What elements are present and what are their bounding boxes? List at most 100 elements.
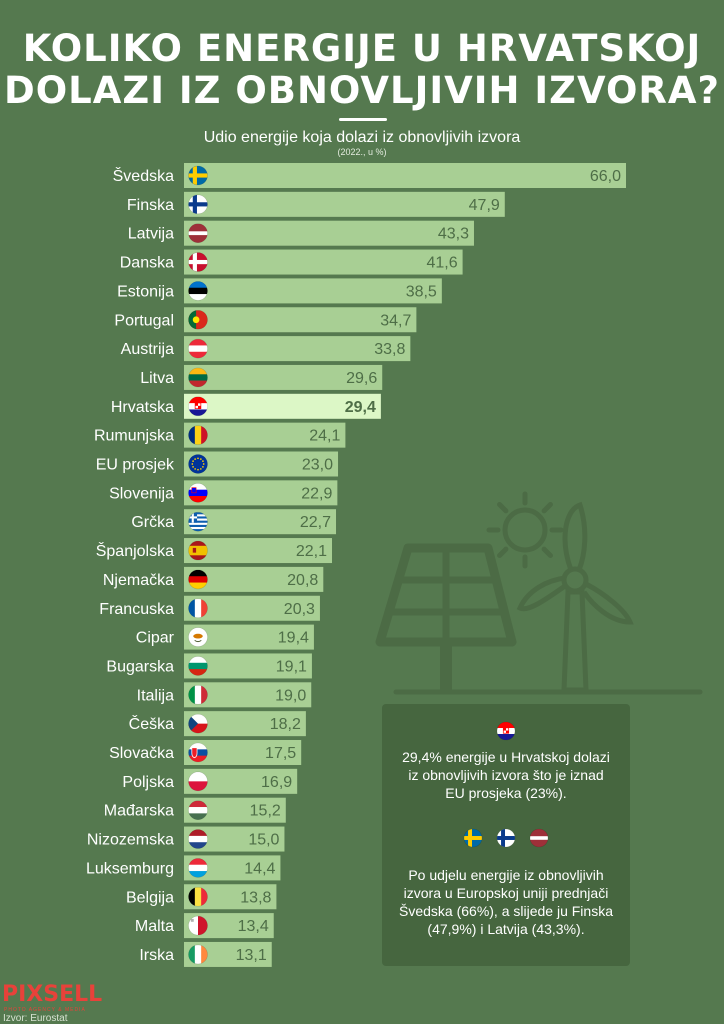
value-label: 19,4 [278, 630, 309, 647]
bar-row-23: Nizozemska 15,0 [87, 826, 285, 852]
flag-ireland-icon [188, 944, 208, 965]
renewable-energy-illustration [375, 491, 703, 695]
value-label: 29,4 [345, 399, 376, 416]
category-label: Slovenija [109, 485, 174, 502]
bar-row-22: Mađarska 15,2 [104, 797, 286, 823]
bar-row-16: Cipar 19,4 [136, 624, 314, 650]
bar-row-18: Italija 19,0 [137, 682, 312, 708]
flag-eu-icon [188, 454, 208, 474]
bar-row-17: Bugarska 19,1 [106, 653, 312, 679]
value-label: 20,8 [287, 572, 318, 589]
value-label: 13,1 [236, 947, 267, 964]
value-label: 23,0 [302, 457, 333, 474]
bar-row-15: Francuska 20,3 [99, 595, 320, 621]
flag-latvia-icon [529, 828, 549, 848]
bar-row-1: Finska 47,9 [127, 191, 505, 217]
value-label: 15,2 [250, 803, 281, 820]
flag-cyprus-icon [188, 627, 208, 647]
value-label: 15,0 [248, 832, 279, 849]
bar [184, 393, 381, 419]
value-label: 43,3 [438, 226, 469, 243]
category-label: Austrija [121, 341, 174, 358]
value-label: 66,0 [590, 168, 621, 185]
source-note: Izvor: Eurostat [3, 1013, 68, 1024]
bar [184, 163, 626, 188]
panel-text-croatia: 29,4% energije u Hrvatskoj dolazi iz obn… [402, 749, 610, 801]
bar [184, 451, 339, 477]
bar-row-14: Njemačka 20,8 [103, 566, 324, 592]
category-label: Italija [137, 687, 174, 704]
value-label: 24,1 [309, 428, 340, 445]
bar-row-8: Hrvatska 29,4 [111, 393, 381, 419]
value-label: 18,2 [270, 716, 301, 733]
flag-sweden-icon [188, 165, 208, 186]
bar [184, 278, 442, 304]
bar-row-20: Slovačka 17,5 [109, 740, 302, 765]
panel-bottom-flag-row [463, 828, 549, 848]
flag-spain-icon [188, 540, 208, 561]
flag-netherlands-icon [188, 829, 208, 849]
category-label: Bugarska [106, 658, 174, 675]
chart-subnote: (2022., u %) [337, 147, 387, 157]
category-label: Rumunjska [94, 428, 174, 445]
wind-turbine-icon [516, 501, 634, 693]
bar-series: Švedska 66,0 Finska 47,9 Latvija 43,3 Danska 41… [86, 163, 626, 967]
category-label: Litva [140, 370, 174, 387]
flag-latvia-icon [188, 223, 208, 243]
flag-croatia-icon [496, 721, 516, 741]
category-label: Belgija [126, 889, 174, 906]
bar-row-2: Latvija 43,3 [128, 220, 474, 246]
category-label: Portugal [114, 312, 174, 329]
bar-row-5: Portugal 34,7 [114, 307, 417, 333]
pixsell-logo: PIXSELL [2, 982, 103, 1007]
category-label: Švedska [113, 166, 174, 185]
flag-bulgaria-icon [188, 656, 208, 676]
category-label: Malta [135, 918, 174, 935]
value-label: 22,1 [296, 543, 327, 560]
sun-icon [486, 491, 564, 569]
category-label: Slovačka [109, 745, 174, 762]
value-label: 22,7 [300, 514, 331, 531]
bar-row-13: Španjolska 22,1 [96, 538, 333, 564]
flag-finland-icon [188, 194, 208, 215]
value-label: 33,8 [374, 341, 405, 358]
flag-belgium-icon [188, 886, 208, 907]
category-label: Hrvatska [111, 399, 174, 416]
solar-panel-icon [375, 543, 703, 695]
value-label: 14,4 [244, 860, 275, 877]
category-label: Španjolska [96, 541, 174, 560]
bar [184, 249, 463, 275]
bar-row-27: Irska 13,1 [139, 941, 272, 967]
value-label: 34,7 [380, 312, 411, 329]
category-label: Njemačka [103, 572, 174, 589]
title-divider [339, 118, 387, 121]
panel-text-leaders: Po udjelu energije iz obnovljivih izvora… [399, 867, 613, 937]
bar-row-6: Austrija 33,8 [121, 336, 411, 362]
category-label: Mađarska [104, 803, 174, 820]
category-label: Grčka [131, 514, 174, 531]
bar-row-4: Estonija 38,5 [117, 278, 442, 304]
value-label: 41,6 [426, 255, 457, 272]
bar [184, 220, 474, 246]
bar [184, 422, 346, 448]
bar-row-24: Luksemburg 14,4 [86, 855, 281, 881]
flag-slovenia-icon [188, 483, 208, 503]
bar [184, 336, 411, 362]
category-label: Irska [139, 947, 174, 964]
value-label: 19,0 [275, 687, 306, 704]
bar [184, 538, 333, 564]
flag-croatia-icon [188, 396, 208, 417]
flag-greece-icon [188, 511, 208, 532]
bar [184, 509, 337, 535]
flag-sweden-icon [463, 828, 483, 848]
value-label: 47,9 [469, 197, 500, 214]
flag-slovakia-icon [188, 742, 208, 763]
bar-row-19: Češka 18,2 [129, 711, 306, 737]
value-label: 17,5 [265, 745, 296, 762]
flag-poland-icon [188, 771, 208, 792]
flag-denmark-icon [188, 252, 208, 272]
flag-italy-icon [188, 684, 208, 705]
flag-czechia-icon [188, 713, 208, 734]
bar-row-21: Poljska 16,9 [122, 768, 298, 794]
